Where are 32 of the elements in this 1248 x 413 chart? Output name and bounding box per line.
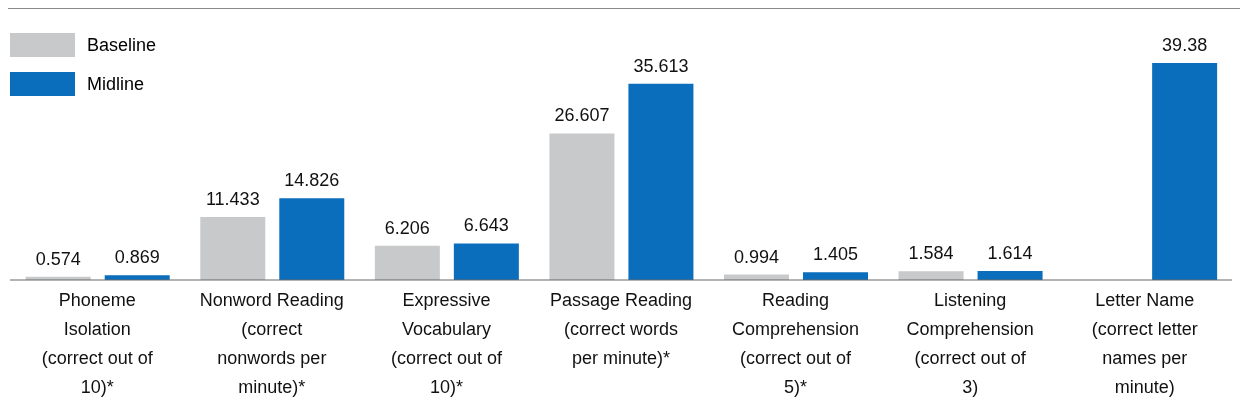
data-label: 0.869 [114,247,160,268]
x-tick-label: Expressive Vocabulary (correct out of 10)* [390,290,503,397]
data-label: 0.994 [733,246,780,267]
bar [549,133,615,280]
data-label: 35.613 [633,55,689,76]
legend-label: Midline [87,73,145,95]
x-tick-label: Letter Name (correct letter names per minute) [1091,290,1198,397]
data-label: 1.584 [908,243,954,264]
data-label: 6.643 [463,215,509,236]
bar [898,271,964,280]
bar [279,198,345,280]
bar [374,245,440,280]
data-label: 11.433 [205,189,260,209]
data-label: 39.38 [1162,35,1208,55]
x-tick-label: Listening Comprehension (correct out of 3) [906,290,1034,397]
bar [803,272,868,280]
x-tick-label: Passage Reading (correct words per minute)* [549,290,693,368]
legend-label: Baseline [87,34,157,56]
data-label: 14.826 [284,170,340,191]
bar [628,83,694,280]
data-label: 6.206 [384,217,430,238]
data-label: 26.607 [554,105,610,126]
bar [200,217,266,280]
bar [1152,63,1218,280]
x-tick-label: Phoneme Isolation (correct out of 10)* [41,290,154,397]
data-label: 0.574 [35,248,81,269]
x-tick-label: Reading Comprehension (correct out of 5)* [732,290,860,397]
x-tick-label: Nonword Reading (correct nonwords per minute)* [199,290,344,397]
data-label: 1.405 [812,244,859,265]
bar [453,243,519,280]
bar [977,271,1043,280]
data-label: 1.614 [987,243,1033,264]
